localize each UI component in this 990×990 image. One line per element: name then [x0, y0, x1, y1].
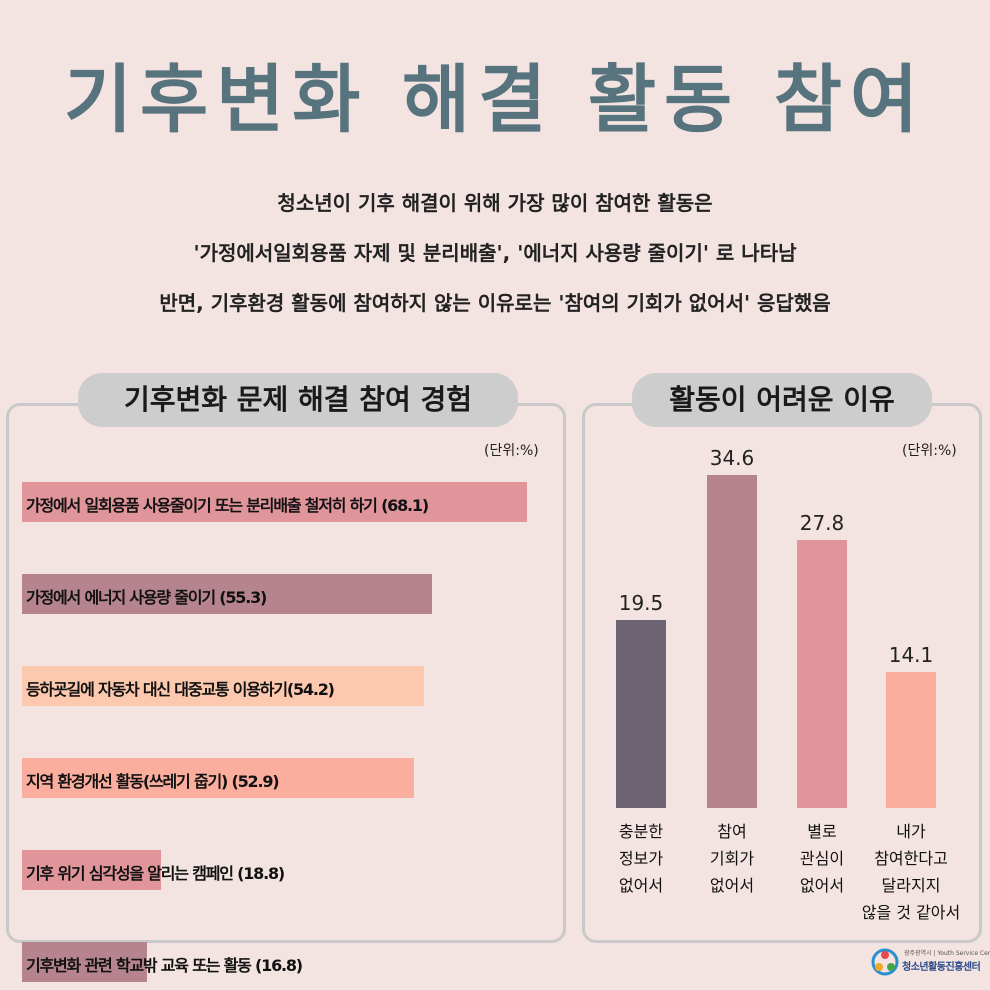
intro-line-1: 청소년이 기후 해결이 위해 가장 많이 참여한 활동은 [277, 191, 713, 215]
hbar-0 [22, 482, 527, 522]
right-chart-unit: (단위:%) [902, 443, 957, 459]
left-chart-title: 기후변화 문제 해결 참여 경험 [78, 373, 518, 427]
vbar-category-2: 별로 관심이 없어서 [799, 822, 845, 895]
vbar-category-3: 내가 참여한다고 달라지지 않을 것 같아서 [861, 822, 961, 922]
intro-line-3: 반면, 기후환경 활동에 참여하지 않는 이유로는 '참여의 기회가 없어서' … [159, 291, 831, 315]
hbar-label-3: 지역 환경개선 활동(쓰레기 줍기) (52.9) [26, 772, 280, 791]
intro-line-2: '가정에서일회용품 자제 및 분리배출', '에너지 사용량 줄이기' 로 나타… [193, 241, 797, 265]
hbar-label-4: 기후 위기 심각성을 알리는 캠페인 (18.8) [26, 864, 285, 883]
hbar-4 [22, 850, 162, 890]
vbar-value-1: 34.6 [709, 446, 755, 470]
vbar-3 [886, 672, 936, 808]
hbar-label-0: 가정에서 일회용품 사용줄이기 또는 분리배출 철저히 하기 (68.1) [26, 496, 429, 515]
organization-logo: 광주광역시 | Youth Service Center 청소년활동진흥센터 [870, 946, 990, 978]
right-chart-title: 활동이 어려운 이유 [632, 373, 932, 427]
logo-mark-icon [871, 948, 899, 976]
vbar-1 [707, 475, 757, 808]
logo-subtitle: 광주광역시 | Youth Service Center [904, 950, 990, 957]
vbar-0 [616, 620, 666, 808]
vbar-value-2: 27.8 [799, 511, 845, 536]
hbar-label-1: 가정에서 에너지 사용량 줄이기 (55.3) [26, 588, 267, 607]
logo-name: 청소년활동진흥센터 [902, 962, 981, 973]
vbar-value-0: 19.5 [618, 591, 664, 616]
vbar-category-1: 참여 기회가 없어서 [709, 822, 755, 895]
hbar-label-2: 등하굣길에 자동차 대신 대중교통 이용하기(54.2) [26, 680, 335, 699]
hbar-1 [22, 574, 433, 614]
hbar-5 [22, 942, 147, 982]
vbar-2 [797, 540, 847, 808]
page-title: 기후변화 해결 활동 참여 [63, 57, 927, 143]
vbar-value-3: 14.1 [888, 643, 934, 668]
vbar-category-0: 충분한 정보가 없어서 [618, 822, 664, 895]
hbar-3 [22, 758, 415, 798]
hbar-label-5: 기후변화 관련 학교밖 교육 또는 활동 (16.8) [26, 956, 303, 975]
left-chart-unit: (단위:%) [484, 443, 539, 459]
hbar-2 [22, 666, 424, 706]
